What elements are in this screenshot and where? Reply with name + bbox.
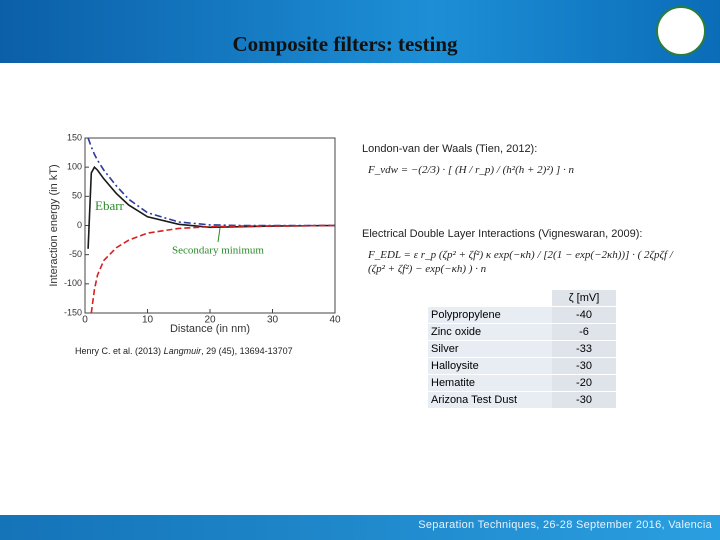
- row-value: -40: [552, 306, 616, 324]
- x-tick-label: 0: [82, 315, 88, 326]
- equation-block: London-van der Waals (Tien, 2012): F_vdw …: [362, 143, 682, 177]
- series-line: [90, 224, 336, 314]
- header-band: [0, 0, 720, 63]
- equation-title: London-van der Waals (Tien, 2012):: [362, 143, 538, 155]
- table-body: ζ [mV] Polypropylene -40 Zinc oxide -6 Silver…: [428, 290, 616, 409]
- table-row: Zinc oxide -6: [428, 323, 616, 341]
- row-value: -30: [552, 357, 616, 375]
- citation-journal: Langmuir: [163, 346, 202, 356]
- table-row: Polypropylene -40: [428, 306, 616, 324]
- row-label: Zinc oxide: [428, 323, 552, 341]
- row-label: Polypropylene: [428, 306, 552, 324]
- row-label: Silver: [428, 340, 552, 358]
- citation: Henry C. et al. (2013) Langmuir, 29 (45)…: [75, 346, 293, 356]
- y-axis-label: Interaction energy (in kT): [48, 164, 60, 286]
- table-row: Halloysite -30: [428, 357, 616, 375]
- annotation: Secondary minimum: [172, 245, 264, 257]
- row-label: Halloysite: [428, 357, 552, 375]
- slide-title: Composite filters: testing: [232, 32, 458, 56]
- table-row: Hematite -20: [428, 374, 616, 392]
- row-label: Arizona Test Dust: [428, 391, 552, 409]
- x-tick-label: 40: [329, 315, 341, 326]
- citation-authors: Henry C. et al. (2013): [75, 346, 162, 356]
- equation-block: Electrical Double Layer Interactions (Vi…: [362, 228, 692, 276]
- y-tick-label: -50: [69, 249, 82, 259]
- annotation-arrow: [217, 227, 221, 243]
- x-tick-label: 30: [267, 315, 279, 326]
- equation-title: Electrical Double Layer Interactions (Vi…: [362, 228, 643, 240]
- table-row: Silver -33: [428, 340, 616, 358]
- y-tick-label: 100: [67, 162, 82, 172]
- equation: F_EDL = ε r_p (ζp² + ζf²) κ exp(−κh) / […: [368, 249, 673, 275]
- table-header-row: ζ [mV]: [428, 290, 616, 307]
- y-tick-label: -100: [64, 278, 82, 288]
- x-axis-label: Distance (in nm): [170, 323, 250, 335]
- row-value: -30: [552, 391, 616, 409]
- table-row: Arizona Test Dust -30: [428, 391, 616, 409]
- row-value: -20: [552, 374, 616, 392]
- row-value: -33: [552, 340, 616, 358]
- equation: F_vdw = −(2/3) · [ (H / r_p) / (h²(h + 2…: [368, 164, 575, 176]
- logo: [656, 6, 706, 56]
- x-tick-label: 20: [204, 315, 216, 326]
- series-line: [87, 165, 336, 249]
- footer-band: [0, 515, 720, 540]
- row-value: -6: [552, 323, 616, 341]
- row-label: Hematite: [428, 374, 552, 392]
- citation-details: , 29 (45), 13694-13707: [201, 346, 293, 356]
- footer-text: Separation Techniques, 26-28 September 2…: [418, 519, 712, 531]
- series-line: [87, 137, 335, 227]
- y-tick-label: 150: [67, 132, 82, 142]
- y-tick-label: 50: [72, 191, 82, 201]
- table-corner: [428, 290, 552, 307]
- annotation: Ebarr: [95, 198, 125, 213]
- zeta-table: ζ [mV] Polypropylene -40 Zinc oxide -6 Silver…: [428, 290, 616, 409]
- y-tick-label: 0: [77, 220, 82, 230]
- y-tick-label: -150: [64, 307, 82, 317]
- x-tick-label: 10: [142, 315, 154, 326]
- column-header: ζ [mV]: [552, 290, 616, 307]
